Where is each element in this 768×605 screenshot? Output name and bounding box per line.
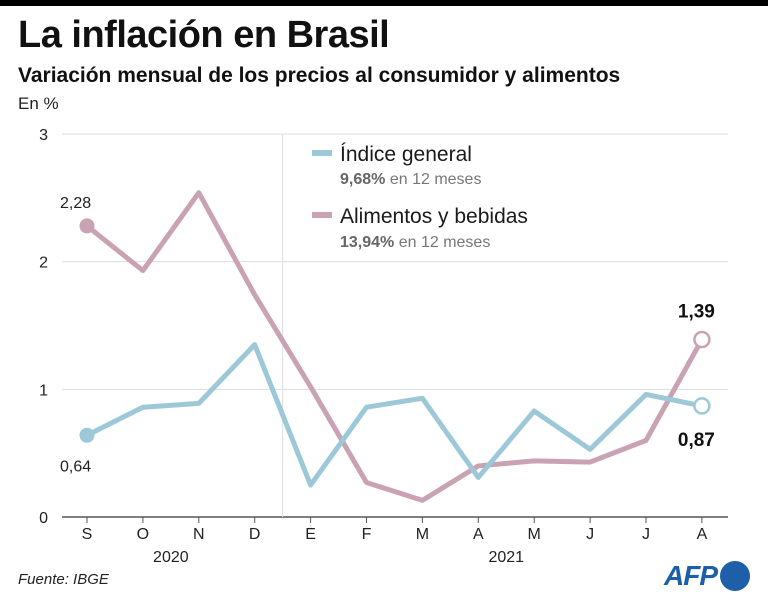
chart-title: La inflación en Brasil (18, 14, 390, 56)
y-tick-label: 2 (39, 255, 48, 272)
x-tick-label: F (362, 526, 372, 543)
unit-label: En % (18, 94, 59, 113)
data-label-food-first: 2,28 (60, 195, 91, 212)
point-general-first (79, 427, 95, 443)
legend-general-label: Índice general (340, 143, 472, 166)
afp-logo-dot (720, 561, 750, 591)
legend-food-label: Alimentos y bebidas (340, 205, 528, 228)
y-tick-label: 0 (39, 510, 48, 527)
point-food-first (79, 218, 95, 234)
source-note: Fuente: IBGE (18, 571, 109, 588)
x-tick-label: M (528, 526, 541, 543)
series-line-food (84, 190, 705, 503)
x-tick-label: D (249, 526, 261, 543)
x-tick-label: A (473, 526, 484, 543)
legend-food-rest: en 12 meses (399, 234, 491, 251)
point-general-last (693, 397, 711, 415)
data-label-general-last: 0,87 (678, 430, 715, 451)
afp-logo: AFP (664, 560, 750, 592)
x-tick-label: O (137, 526, 149, 543)
x-tick-label: S (82, 526, 93, 543)
series-line-general (84, 342, 705, 488)
x-tick-label: E (305, 526, 316, 543)
year-label: 2020 (153, 549, 189, 566)
legend-food-bold: 13,94% (340, 234, 394, 251)
legend-general-bold: 9,68% (340, 171, 385, 188)
x-tick-label: N (193, 526, 205, 543)
top-bar (0, 0, 768, 6)
y-tick-label: 1 (39, 382, 48, 399)
legend-food-note: 13,94% en 12 meses (340, 234, 490, 251)
legend: Índice general 9,68% en 12 meses Aliment… (312, 143, 528, 251)
x-tick-label: J (642, 526, 650, 543)
data-label-food-last: 1,39 (678, 302, 715, 323)
data-label-general-first: 0,64 (60, 458, 91, 475)
x-tick-label: J (586, 526, 594, 543)
point-food-last (693, 330, 711, 349)
x-tick-label: A (697, 526, 708, 543)
chart-subtitle: Variación mensual de los precios al cons… (18, 64, 621, 87)
y-tick-label: 3 (39, 127, 48, 144)
year-label: 2021 (488, 549, 524, 566)
afp-logo-text: AFP (664, 560, 718, 591)
legend-general-note: 9,68% en 12 meses (340, 171, 481, 188)
x-tick-label: M (416, 526, 429, 543)
legend-general-rest: en 12 meses (390, 171, 482, 188)
